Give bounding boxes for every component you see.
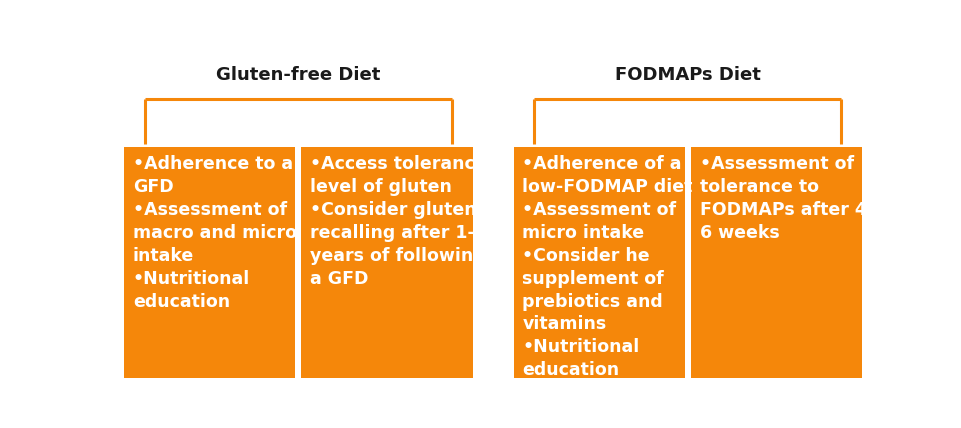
Text: •Adherence to a
GFD
•Assessment of
macro and micro
intake
•Nutritional
education: •Adherence to a GFD •Assessment of macro…: [133, 155, 297, 311]
Text: FODMAPs Diet: FODMAPs Diet: [614, 66, 760, 84]
FancyBboxPatch shape: [301, 147, 472, 377]
Text: Gluten-free Diet: Gluten-free Diet: [216, 66, 380, 84]
Text: •Adherence of a
low-FODMAP diet
•Assessment of
micro intake
•Consider he
supplem: •Adherence of a low-FODMAP diet •Assessm…: [522, 155, 692, 379]
Text: •Assessment of
tolerance to
FODMAPs after 4-
6 weeks: •Assessment of tolerance to FODMAPs afte…: [699, 155, 874, 242]
Text: •Access tolerance
level of gluten
•Consider gluten
recalling after 1–2
years of : •Access tolerance level of gluten •Consi…: [309, 155, 488, 288]
FancyBboxPatch shape: [690, 147, 861, 377]
FancyBboxPatch shape: [513, 147, 684, 377]
FancyBboxPatch shape: [124, 147, 295, 377]
